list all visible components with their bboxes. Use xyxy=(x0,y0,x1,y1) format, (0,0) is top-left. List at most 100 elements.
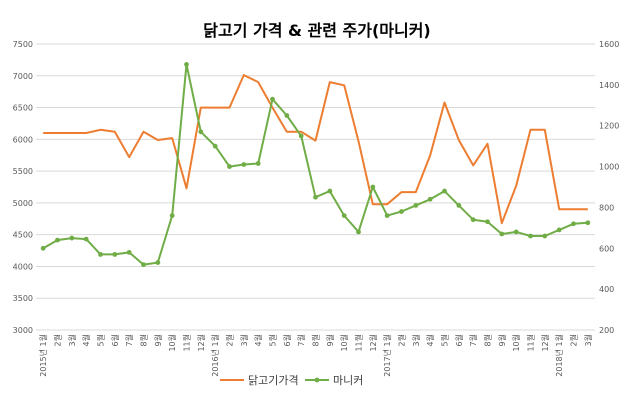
series-point xyxy=(413,202,419,208)
series-point xyxy=(83,236,89,242)
legend: 닭고기가격 마니커 xyxy=(220,374,363,387)
series-point xyxy=(585,220,591,226)
left-tick-label: 6500 xyxy=(13,104,33,113)
left-tick-label: 3000 xyxy=(13,326,33,335)
series-point xyxy=(227,164,232,169)
series-point xyxy=(255,161,261,166)
series-point xyxy=(298,133,304,139)
x-tick-label: 10월 xyxy=(339,334,349,352)
right-tick-label: 1000 xyxy=(599,163,619,172)
left-tick-label: 6000 xyxy=(13,135,33,144)
x-tick-label: 10월 xyxy=(511,334,521,352)
right-tick-label: 400 xyxy=(599,285,614,294)
x-tick-label: 8월 xyxy=(483,334,493,346)
series-point xyxy=(571,221,576,227)
series-point xyxy=(542,233,548,239)
x-tick-label: 2015년 1월 xyxy=(38,334,48,377)
left-tick-label: 5500 xyxy=(13,167,33,176)
legend-label: 닭고기가격 xyxy=(248,374,299,387)
x-tick-label: 2017년 1월 xyxy=(382,334,392,377)
series-point xyxy=(356,229,361,235)
left-tick-label: 7500 xyxy=(13,40,33,49)
right-tick-label: 1400 xyxy=(599,81,619,90)
left-tick-label: 4500 xyxy=(13,231,33,240)
x-tick-label: 4월 xyxy=(81,334,91,346)
x-tick-label: 2월 xyxy=(397,334,407,346)
left-tick-label: 3500 xyxy=(13,294,33,303)
x-tick-label: 11월 xyxy=(182,334,192,352)
right-tick-label: 200 xyxy=(599,326,614,335)
x-tick-label: 11월 xyxy=(526,334,536,352)
x-tick-label: 2018년 1월 xyxy=(554,334,564,377)
x-tick-label: 7월 xyxy=(296,334,306,346)
x-tick-label: 2016년 1월 xyxy=(210,334,220,377)
legend-label: 마니커 xyxy=(333,374,363,387)
series-point xyxy=(341,213,347,219)
series-point xyxy=(241,162,247,167)
x-tick-label: 6월 xyxy=(454,334,464,346)
series-point xyxy=(399,209,404,214)
series-line-1 xyxy=(43,74,588,225)
series-point xyxy=(456,202,462,208)
series-point xyxy=(370,184,376,190)
gridlines xyxy=(36,43,595,331)
series-lines xyxy=(40,62,591,268)
series-point xyxy=(327,188,333,194)
series-point xyxy=(470,217,476,223)
left-tick-label: 5000 xyxy=(13,199,33,208)
series-point xyxy=(442,188,447,194)
series-point xyxy=(40,245,46,251)
x-tick-label: 8월 xyxy=(311,334,321,346)
x-tick-label: 3월 xyxy=(67,334,77,346)
left-tick-label: 4000 xyxy=(13,262,33,271)
x-tick-label: 3월 xyxy=(583,334,593,346)
series-point xyxy=(155,260,161,265)
series-point xyxy=(499,231,505,237)
right-tick-label: 1600 xyxy=(599,40,619,49)
x-tick-label: 7월 xyxy=(468,334,478,346)
x-tick-label: 2월 xyxy=(53,334,63,346)
x-tick-label: 4월 xyxy=(425,334,435,346)
series-point xyxy=(69,235,75,241)
x-tick-label: 10월 xyxy=(167,334,177,352)
x-tick-label: 3월 xyxy=(239,334,249,346)
series-point xyxy=(528,233,533,239)
x-tick-label: 3월 xyxy=(411,334,421,346)
series-point xyxy=(556,227,562,233)
series-point xyxy=(126,249,132,255)
series-point xyxy=(212,143,218,149)
right-tick-label: 600 xyxy=(599,244,614,253)
series-point xyxy=(313,194,318,200)
series-point xyxy=(198,129,204,135)
x-tick-label: 11월 xyxy=(354,334,364,352)
x-tick-label: 8월 xyxy=(139,334,149,346)
series-point xyxy=(141,262,146,268)
x-axis: 2015년 1월 2월 3월 4월 5월 6월 7월 8월 9월 10월 11월 12월 2016년 1… xyxy=(36,329,595,377)
legend-marker xyxy=(314,377,320,383)
x-tick-label: 12월 xyxy=(540,334,550,352)
series-point xyxy=(485,219,490,225)
x-tick-label: 7월 xyxy=(124,334,134,346)
x-tick-label: 2월 xyxy=(225,334,235,346)
series-point xyxy=(169,213,175,219)
x-tick-label: 5월 xyxy=(268,334,278,346)
series-point xyxy=(55,237,60,243)
x-tick-label: 5월 xyxy=(96,334,106,346)
x-tick-label: 4월 xyxy=(253,334,263,346)
x-tick-label: 9월 xyxy=(497,334,507,346)
x-tick-label: 2월 xyxy=(569,334,579,346)
right-tick-label: 1200 xyxy=(599,122,619,131)
right-y-axis: 200 400 600 800 1000 1200 1400 1600 xyxy=(599,40,619,335)
left-tick-label: 7000 xyxy=(13,72,33,81)
x-tick-label: 5월 xyxy=(440,334,450,346)
series-point xyxy=(98,252,103,257)
x-tick-label: 12월 xyxy=(196,334,206,352)
x-tick-label: 6월 xyxy=(110,334,120,346)
left-y-axis: 3000 3500 4000 4500 5000 5500 6000 6500 7000 7500 xyxy=(13,40,33,335)
x-tick-label: 9월 xyxy=(325,334,335,346)
right-tick-label: 800 xyxy=(599,203,614,212)
x-tick-label: 12월 xyxy=(368,334,378,352)
series-point xyxy=(384,213,390,219)
